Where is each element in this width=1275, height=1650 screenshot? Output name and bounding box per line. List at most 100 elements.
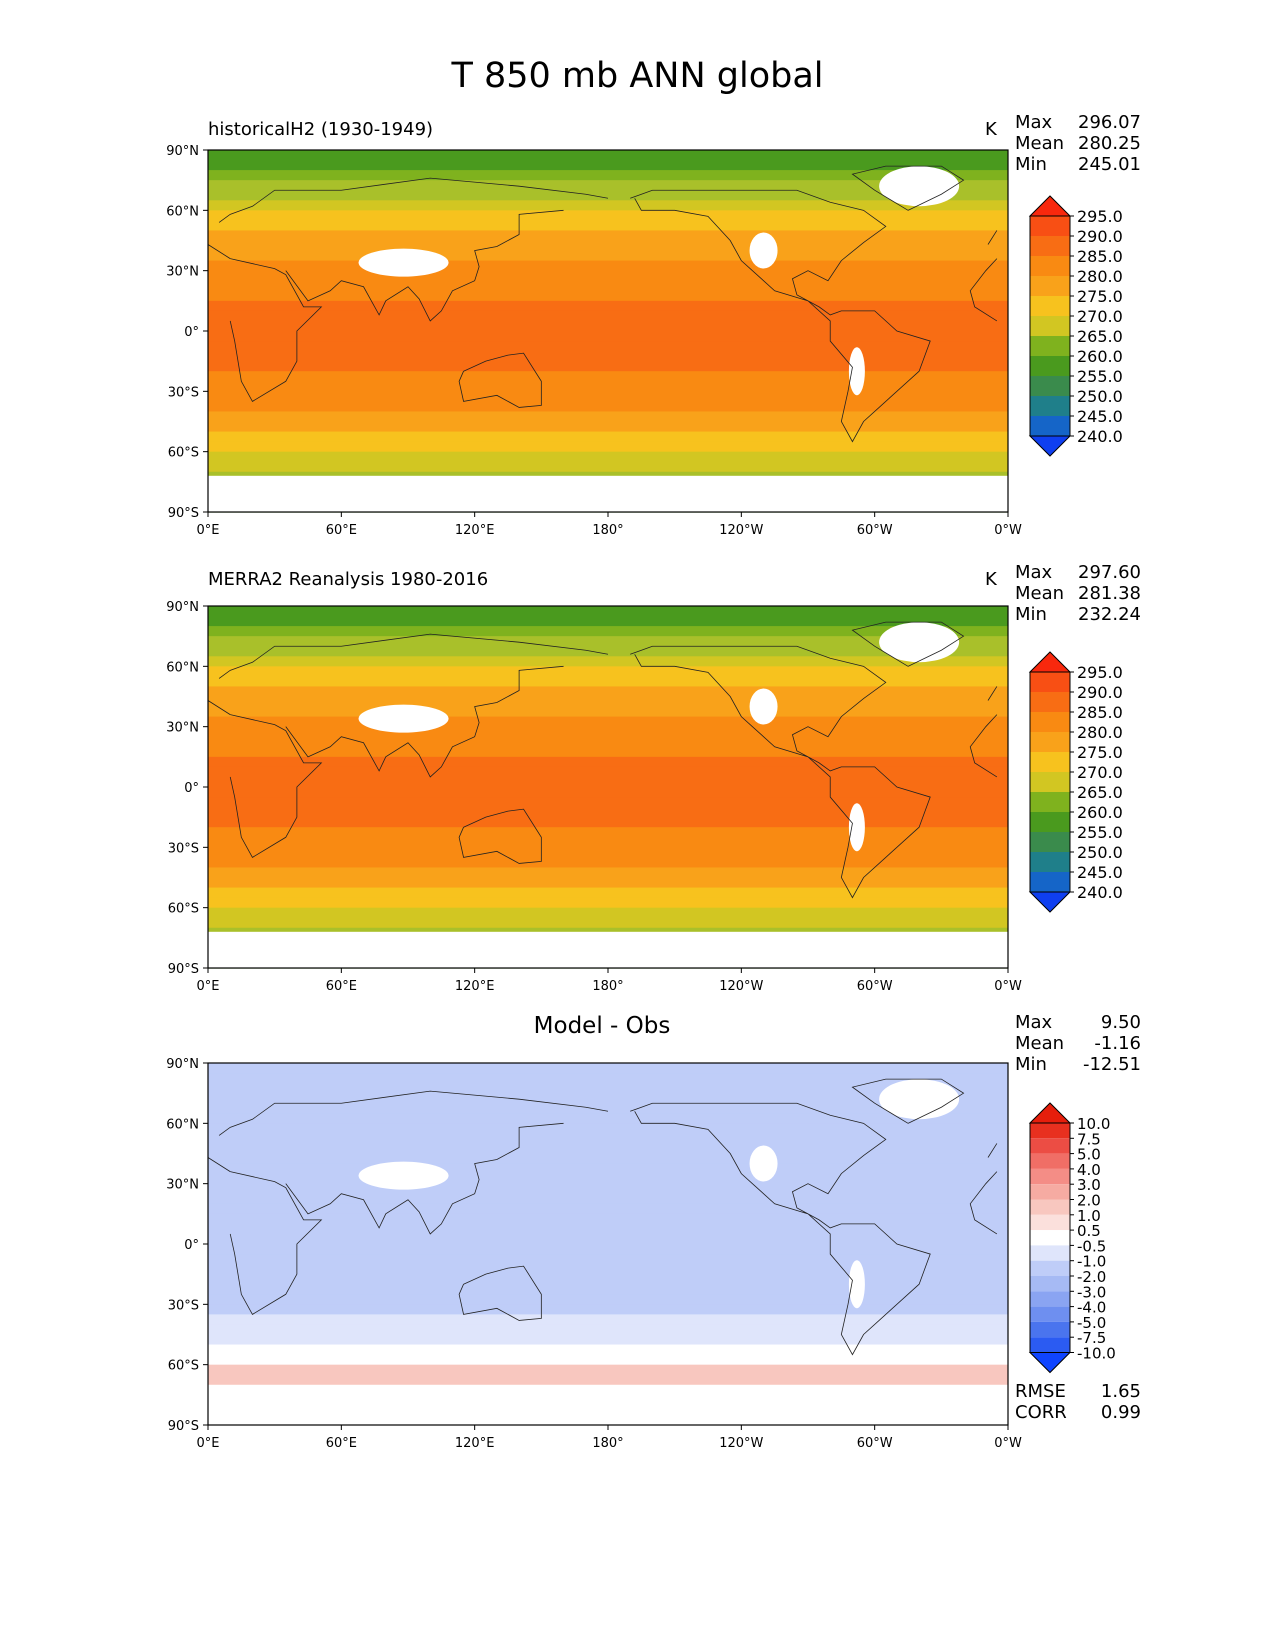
map-band: [208, 1314, 1008, 1326]
lat-tick-label: 30°N: [166, 265, 199, 280]
map-band: [208, 776, 1008, 788]
map-band: [208, 481, 1008, 493]
colorbar-tick-label: 240.0: [1077, 427, 1123, 446]
map-band: [208, 1123, 1008, 1134]
map-band: [208, 1294, 1008, 1305]
lon-tick-label: 120°W: [719, 523, 763, 538]
map-band: [208, 686, 1008, 698]
map-band: [208, 867, 1008, 879]
map-band: [208, 1274, 1008, 1285]
lat-tick-label: 0°: [184, 1238, 199, 1253]
map-band: [208, 240, 1008, 252]
coastline: [630, 1102, 931, 1356]
colorbar-segment: [1030, 1230, 1070, 1246]
lon-tick-label: 120°W: [719, 979, 763, 994]
map-band: [208, 1093, 1008, 1104]
colorbar-extend-max: [1028, 1102, 1072, 1124]
colorbar-tick-label: 7.5: [1077, 1130, 1101, 1148]
coastline: [630, 645, 931, 899]
map-band: [208, 1354, 1008, 1366]
colorbar-segment: [1030, 672, 1070, 692]
lat-tick-label: 30°N: [166, 1178, 199, 1193]
map-band: [208, 471, 1008, 483]
map-band: [208, 907, 1008, 919]
panel-2-units: K: [985, 569, 997, 590]
lon-tick-label: 180°: [592, 523, 623, 538]
colorbar-tick-label: 285.0: [1077, 703, 1123, 722]
colorbar-tick-label: 265.0: [1077, 783, 1123, 802]
colorbar-tick-label: 275.0: [1077, 287, 1123, 306]
tibet-mask: [358, 704, 449, 733]
colorbar-extend-min: [1028, 1352, 1072, 1374]
coastline: [285, 1122, 564, 1235]
colorbar-segment: [1030, 296, 1070, 316]
rockies-mask: [749, 232, 778, 269]
map-band: [208, 1073, 1008, 1084]
colorbar-extend-max: [1028, 651, 1072, 673]
colorbar-extend-min: [1028, 891, 1072, 913]
map-band: [208, 736, 1008, 748]
panel-1-title: historicalH2 (1930-1949): [208, 119, 434, 140]
greenland-mask: [879, 166, 960, 207]
colorbar-tick-label: 290.0: [1077, 227, 1123, 246]
map-band: [208, 807, 1008, 818]
colorbar-segment: [1030, 236, 1070, 256]
map-band: [208, 421, 1008, 433]
lon-tick-label: 120°E: [455, 523, 495, 538]
lat-tick-label: 60°N: [166, 660, 199, 675]
figure-title: T 850 mb ANN global: [451, 56, 824, 96]
colorbar-segment: [1030, 276, 1070, 296]
map-band: [208, 706, 1008, 718]
lat-tick-label: 30°S: [168, 385, 199, 400]
colorbar-tick-label: 280.0: [1077, 267, 1123, 286]
lon-tick-label: 0°E: [197, 523, 220, 538]
map-band: [208, 696, 1008, 708]
lat-tick-label: 0°: [184, 781, 199, 796]
map-band: [208, 1063, 1008, 1074]
colorbar-segment: [1030, 1321, 1070, 1338]
map-frame: [207, 1062, 1009, 1426]
colorbar-tick-label: 255.0: [1077, 367, 1123, 386]
colorbar-segment: [1030, 376, 1070, 396]
lat-tick-label: 30°S: [168, 1298, 199, 1313]
panel-1-units: K: [985, 119, 997, 140]
lon-tick-label: 60°E: [326, 979, 357, 994]
colorbar-tick-label: 245.0: [1077, 407, 1123, 426]
colorbar-tick-label: 275.0: [1077, 743, 1123, 762]
map-band: [208, 1203, 1008, 1215]
colorbar-segment: [1030, 1306, 1070, 1322]
coastline: [285, 209, 564, 322]
map-band: [208, 616, 1008, 627]
map-band: [208, 1344, 1008, 1356]
lat-tick-label: 90°N: [166, 1057, 199, 1072]
colorbar-tick-label: 295.0: [1077, 207, 1123, 226]
map-band: [208, 1264, 1008, 1275]
map-band: [208, 461, 1008, 473]
colorbar-tick-label: 265.0: [1077, 327, 1123, 346]
map-band: [208, 160, 1008, 171]
lon-tick-label: 60°W: [857, 1436, 893, 1451]
map-band: [208, 957, 1008, 969]
map-band: [208, 917, 1008, 929]
map-background: [208, 150, 1008, 512]
map-band: [208, 1414, 1008, 1426]
colorbar-segment: [1030, 356, 1070, 376]
map-band: [208, 1223, 1008, 1235]
map-band: [208, 817, 1008, 828]
map-band: [208, 756, 1008, 768]
map-band: [208, 827, 1008, 838]
map-band: [208, 331, 1008, 342]
colorbar-tick-label: -0.5: [1077, 1237, 1106, 1255]
colorbar-segment: [1030, 692, 1070, 712]
coastline: [851, 1078, 965, 1124]
map-band: [208, 1304, 1008, 1315]
map-background: [208, 606, 1008, 968]
colorbar-tick-label: 285.0: [1077, 247, 1123, 266]
map-band: [208, 200, 1008, 211]
lon-tick-label: 0°W: [994, 979, 1022, 994]
lat-tick-label: 60°S: [168, 902, 199, 917]
lat-tick-label: 90°S: [168, 962, 199, 977]
greenland-mask: [879, 622, 960, 663]
andes-mask: [848, 1260, 865, 1309]
map-band: [208, 716, 1008, 728]
